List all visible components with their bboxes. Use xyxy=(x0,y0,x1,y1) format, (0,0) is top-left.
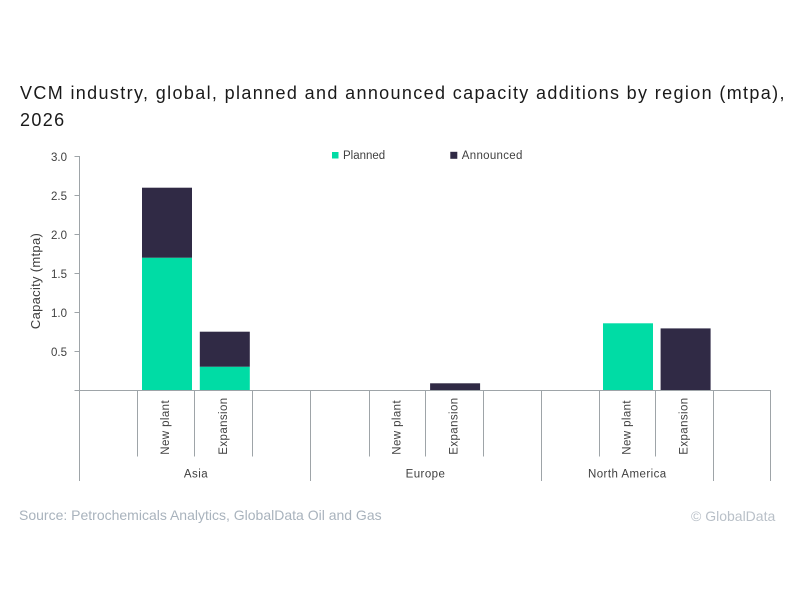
svg-text:Capacity (mtpa): Capacity (mtpa) xyxy=(28,233,43,329)
svg-text:2.5: 2.5 xyxy=(51,191,67,203)
svg-text:New plant: New plant xyxy=(622,400,634,455)
svg-text:Expansion: Expansion xyxy=(679,397,691,454)
svg-text:1.5: 1.5 xyxy=(51,269,67,281)
svg-text:Expansion: Expansion xyxy=(218,397,230,454)
svg-text:New plant: New plant xyxy=(160,400,172,455)
svg-text:2.0: 2.0 xyxy=(51,230,67,242)
svg-text:New plant: New plant xyxy=(392,400,404,455)
svg-text:Expansion: Expansion xyxy=(449,397,461,454)
svg-text:North America: North America xyxy=(588,469,667,481)
svg-text:Announced: Announced xyxy=(462,150,523,162)
svg-text:1.0: 1.0 xyxy=(51,308,67,320)
svg-text:3.0: 3.0 xyxy=(51,152,67,164)
svg-text:Europe: Europe xyxy=(406,469,446,481)
svg-text:0.5: 0.5 xyxy=(51,347,67,359)
svg-text:Asia: Asia xyxy=(184,469,208,481)
svg-text:Planned: Planned xyxy=(343,150,385,162)
